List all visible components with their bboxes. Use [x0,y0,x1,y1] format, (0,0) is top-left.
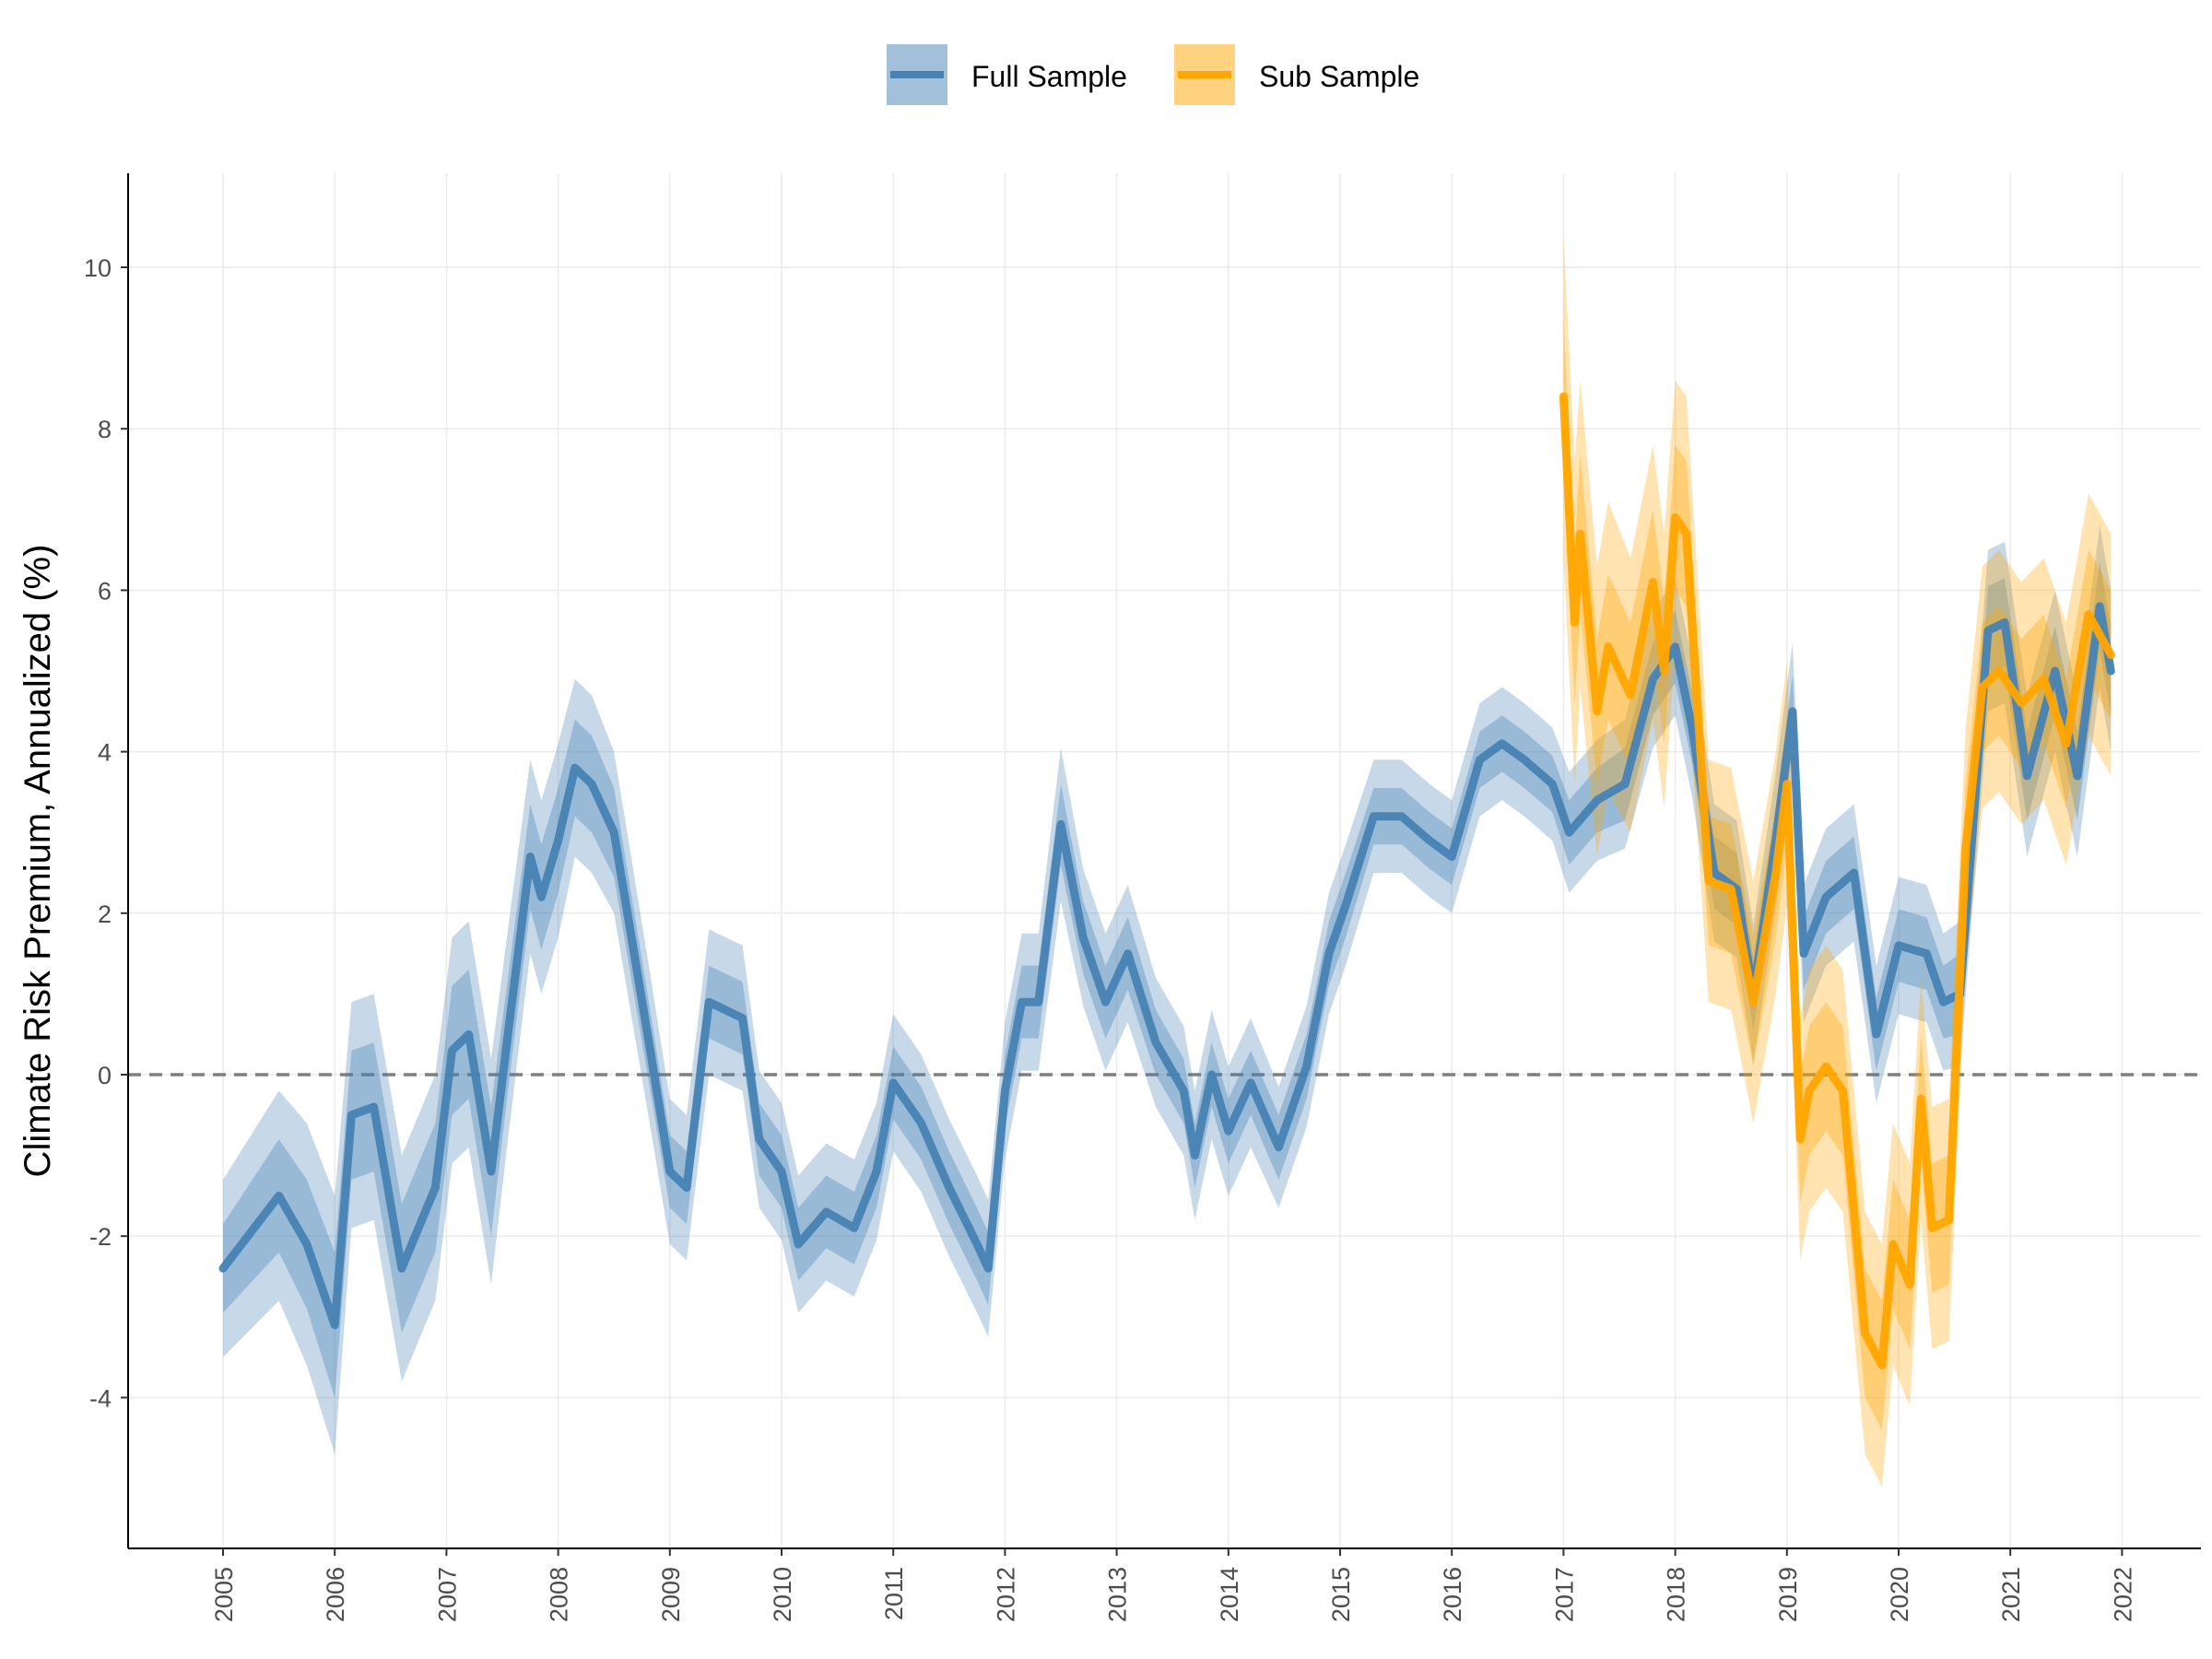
x-tick-label-2007: 2007 [433,1567,461,1622]
x-tick-label-2020: 2020 [1886,1567,1913,1622]
x-tick-label-2011: 2011 [880,1567,908,1620]
x-tick-label-2014: 2014 [1216,1567,1243,1622]
legend-label-full-sample: Full Sample [971,60,1127,93]
x-tick-label-2008: 2008 [546,1567,573,1622]
legend-item-full-sample: Full Sample [887,44,1127,105]
x-tick-label-2009: 2009 [657,1567,685,1622]
x-tick-label-2013: 2013 [1104,1567,1132,1622]
confidence-bands [223,235,2112,1487]
x-tick-label-2015: 2015 [1327,1567,1355,1622]
y-tick-label-2: 2 [98,900,112,928]
y-axis-title: Climate Risk Premium, Annualized (%) [18,545,58,1178]
axes [127,173,2201,1549]
x-tick-label-2021: 2021 [1997,1567,2025,1622]
x-tick-label-2012: 2012 [992,1567,1019,1622]
y-tick-label-6: 6 [98,577,112,605]
y-tick-label-8: 8 [98,416,112,443]
tick-labels: -4 -2 0 2 4 6 8 10 2005 2006 2007 2008 2009 2010 2011 2… [84,254,2136,1622]
x-tick-label-2005: 2005 [210,1567,238,1622]
y-tick-label-10: 10 [84,254,112,282]
y-tick-label--4: -4 [89,1384,112,1412]
x-tick-label-2010: 2010 [769,1567,796,1622]
legend-label-sub-sample: Sub Sample [1259,60,1419,93]
full-sample-outer-band [223,525,2112,1454]
x-tick-label-2006: 2006 [322,1567,349,1622]
sub-sample-line [1559,392,2115,1370]
x-tick-label-2019: 2019 [1774,1567,1802,1622]
x-tick-label-2022: 2022 [2109,1567,2136,1622]
x-tick-label-2018: 2018 [1663,1567,1690,1622]
series-lines [218,392,2115,1370]
full-sample-line [218,602,2115,1330]
y-tick-label-0: 0 [98,1062,112,1089]
x-tick-label-2017: 2017 [1550,1567,1578,1622]
y-tick-label-4: 4 [98,739,112,767]
legend-item-sub-sample: Sub Sample [1174,44,1419,105]
x-tick-label-2016: 2016 [1439,1567,1466,1622]
y-tick-label--2: -2 [89,1223,112,1251]
legend: Full Sample Sub Sample [887,44,1419,105]
